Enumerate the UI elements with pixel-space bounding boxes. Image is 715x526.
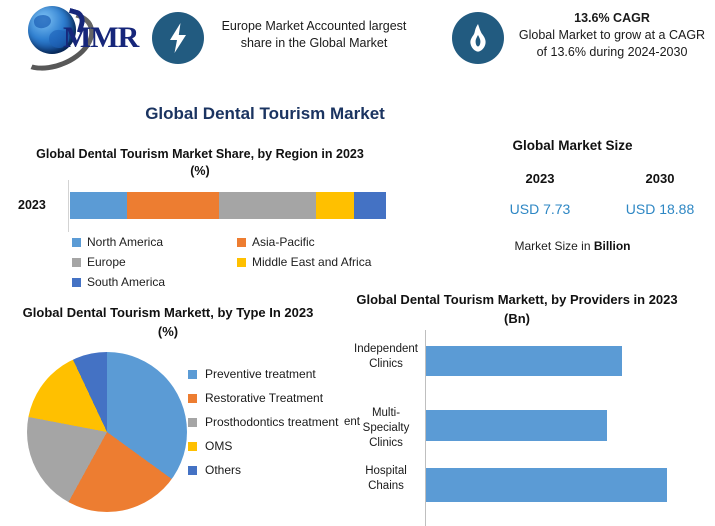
market-size-year-2030: 2030 <box>645 171 675 186</box>
region-share-category-label: 2023 <box>18 198 46 212</box>
legend-item-0: North America <box>72 232 237 252</box>
legend-swatch-icon <box>237 257 246 267</box>
providers-bar-2 <box>426 468 667 502</box>
providers-category-label: Independent Clinics <box>354 343 418 370</box>
providers-row-0: Independent Clinics <box>352 336 712 392</box>
pie-legend-item-4: Others <box>188 458 338 482</box>
type-share-pie <box>27 352 187 512</box>
mmr-logo: MMR <box>4 0 146 82</box>
lightning-bolt-icon <box>152 12 204 64</box>
legend-label: Asia-Pacific <box>252 235 315 249</box>
legend-swatch-icon <box>72 257 81 267</box>
legend-label: South America <box>87 275 166 289</box>
region-share-plot <box>68 180 388 232</box>
pie-legend-item-2: Prosthodontics treatment <box>188 410 338 434</box>
header-badge-1-text: Europe Market Accounted largest share in… <box>221 19 407 50</box>
legend-row: North America Asia-Pacific <box>72 232 412 252</box>
legend-item-2: Europe <box>72 252 237 272</box>
type-share-chart-title: Global Dental Tourism Markett, by Type I… <box>22 305 314 339</box>
pie-legend-swatch-icon <box>188 465 197 475</box>
pie-legend-label: Restorative Treatment <box>205 391 324 405</box>
region-share-chart-title: Global Dental Tourism Market Share, by R… <box>36 147 364 178</box>
pie-legend-swatch-icon <box>188 417 197 427</box>
providers-category-label: Multi-Specialty Clinics <box>362 407 410 449</box>
region-share-axis <box>68 180 69 232</box>
flame-icon <box>452 12 504 64</box>
providers-category-label: Hospital Chains <box>365 465 407 492</box>
market-size-footnote-prefix: Market Size in <box>514 239 594 253</box>
legend-row: Europe Middle East and Africa <box>72 252 412 272</box>
pie-legend-swatch-icon <box>188 393 197 403</box>
region-share-segment-1 <box>126 192 219 219</box>
providers-bar-0 <box>426 346 622 376</box>
legend-swatch-icon <box>72 237 81 247</box>
legend-row: South America <box>72 272 412 292</box>
globe-icon <box>28 6 76 54</box>
brand-name: MMR <box>63 21 139 54</box>
region-share-segment-3 <box>316 192 355 219</box>
pie-legend-item-3: OMS <box>188 434 338 458</box>
legend-item-4: South America <box>72 272 237 292</box>
pie-legend-label: Prosthodontics treatment <box>205 415 339 429</box>
pie-legend-label: Preventive treatment <box>205 367 316 381</box>
region-share-legend: North America Asia-Pacific Europe Middle Ea… <box>72 232 412 292</box>
pie-legend-label: OMS <box>205 439 233 453</box>
legend-swatch-icon <box>237 237 246 247</box>
legend-label: North America <box>87 235 164 249</box>
legend-swatch-icon <box>72 277 81 287</box>
legend-label: Middle East and Africa <box>252 255 372 269</box>
page-title: Global Dental Tourism Market <box>145 104 385 123</box>
market-size-value-2023: USD 7.73 <box>509 201 571 217</box>
pie-legend-swatch-icon <box>188 441 197 451</box>
market-size-footnote: Market Size in Billion <box>440 239 705 253</box>
header: MMR Europe Market Accounted largest shar… <box>0 0 715 84</box>
region-share-segment-4 <box>354 192 386 219</box>
legend-label: Europe <box>87 255 126 269</box>
market-size-footnote-unit: Billion <box>593 239 631 253</box>
providers-row-2: Hospital Chains <box>352 462 712 518</box>
providers-axis-overflow-label: ent <box>344 416 360 428</box>
pie-legend-swatch-icon <box>188 369 197 379</box>
region-share-segment-0 <box>70 192 127 219</box>
header-badge-2-heading: 13.6% CAGR <box>574 11 650 25</box>
providers-row-1: Multi-Specialty Clinics <box>352 396 712 452</box>
providers-bar-1 <box>426 410 607 441</box>
type-share-legend: Preventive treatment Restorative Treatmen… <box>188 362 338 482</box>
market-size-value-2030: USD 18.88 <box>625 201 695 217</box>
pie-legend-item-0: Preventive treatment <box>188 362 338 386</box>
providers-axis <box>425 330 426 526</box>
pie-legend-label: Others <box>205 463 242 477</box>
providers-chart-title: Global Dental Tourism Markett, by Provid… <box>356 292 678 326</box>
legend-item-3: Middle East and Africa <box>237 252 371 272</box>
legend-item-1: Asia-Pacific <box>237 232 315 252</box>
region-share-segment-2 <box>218 192 317 219</box>
region-share-stacked-bar <box>70 192 386 219</box>
pie-legend-item-1: Restorative Treatment <box>188 386 338 410</box>
market-size-title: Global Market Size <box>512 138 633 153</box>
header-badge-2-text: Global Market to grow at a CAGR of 13.6%… <box>518 28 706 59</box>
market-size-year-2023: 2023 <box>525 171 555 186</box>
